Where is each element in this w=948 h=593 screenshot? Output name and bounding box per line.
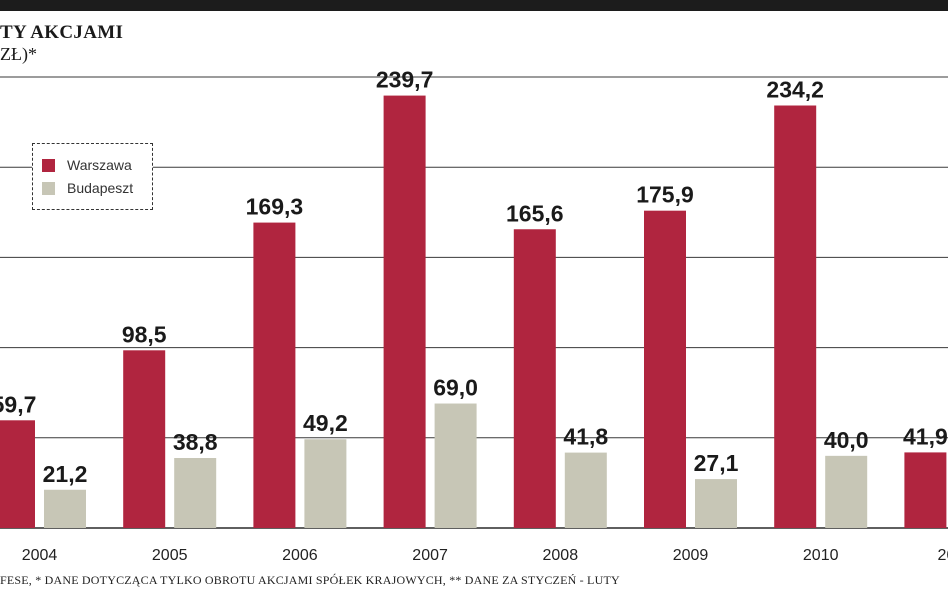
bar-warszawa-201 xyxy=(904,452,947,528)
chart-title: TY AKCJAMI xyxy=(0,22,124,43)
bar-budapeszt-2007 xyxy=(434,403,477,528)
x-label-201: 201 xyxy=(938,547,948,564)
chart-subtitle: ZŁ)* xyxy=(0,44,37,64)
bar-budapeszt-2009 xyxy=(695,479,737,528)
x-axis-labels: 2004 2005 2006 2007 2008 2009 2010 201 xyxy=(22,547,948,564)
x-label-2009: 2009 xyxy=(673,547,709,564)
legend-label-warszawa: Warszawa xyxy=(67,157,132,173)
footnote: FESE, * DANE DOTYCZĄCA TYLKO OBROTU AKCJ… xyxy=(0,573,620,587)
legend-item-warszawa: Warszawa xyxy=(42,156,132,174)
value-label-warszawa-2007: 239,7 xyxy=(376,67,434,93)
value-label-warszawa-2010: 234,2 xyxy=(766,77,824,103)
bar-budapeszt-2005 xyxy=(174,458,217,528)
value-label-budapeszt-2009: 27,1 xyxy=(694,450,739,476)
bar-budapeszt-2010 xyxy=(825,455,868,528)
x-label-2010: 2010 xyxy=(803,547,839,564)
bar-budapeszt-2008 xyxy=(564,452,607,528)
value-label-budapeszt-2004: 21,2 xyxy=(43,461,88,487)
bar-budapeszt-2004 xyxy=(44,489,86,528)
value-label-warszawa-2008: 165,6 xyxy=(506,200,564,226)
value-labels: 59,7 21,2 98,5 38,8 169,3 49,2 239,7 69,0 165,6 4… xyxy=(0,67,948,487)
bar-warszawa-2009 xyxy=(644,210,686,529)
bar-warszawa-2004 xyxy=(0,420,35,528)
bar-warszawa-2005 xyxy=(123,350,166,528)
legend-swatch-warszawa xyxy=(42,158,55,172)
x-label-2007: 2007 xyxy=(412,547,448,564)
top-bar xyxy=(0,0,948,11)
value-label-warszawa-2004: 59,7 xyxy=(0,391,36,417)
x-label-2008: 2008 xyxy=(543,547,579,564)
bar-warszawa-2010 xyxy=(774,105,817,528)
bar-budapeszt-2006 xyxy=(304,439,347,528)
bar-warszawa-2008 xyxy=(513,229,556,528)
value-label-budapeszt-2005: 38,8 xyxy=(173,429,218,455)
legend: Warszawa Budapeszt xyxy=(32,143,153,210)
x-label-2005: 2005 xyxy=(152,547,188,564)
value-label-warszawa-2005: 98,5 xyxy=(122,321,167,347)
legend-label-budapeszt: Budapeszt xyxy=(67,180,134,196)
value-label-warszawa-2006: 169,3 xyxy=(246,194,304,220)
x-label-2004: 2004 xyxy=(22,547,58,564)
bar-warszawa-2007 xyxy=(383,95,426,528)
bar-warszawa-2006 xyxy=(253,222,296,528)
value-label-budapeszt-2008: 41,8 xyxy=(563,424,608,450)
value-label-budapeszt-2010: 40,0 xyxy=(824,427,869,453)
legend-item-budapeszt: Budapeszt xyxy=(42,179,133,197)
bars xyxy=(0,95,947,529)
value-label-warszawa-2009: 175,9 xyxy=(636,182,694,208)
x-label-2006: 2006 xyxy=(282,547,318,564)
value-label-budapeszt-2006: 49,2 xyxy=(303,410,348,436)
value-label-warszawa-201: 41,9 xyxy=(903,423,948,449)
value-label-budapeszt-2007: 69,0 xyxy=(433,375,478,401)
legend-swatch-budapeszt xyxy=(42,181,55,195)
